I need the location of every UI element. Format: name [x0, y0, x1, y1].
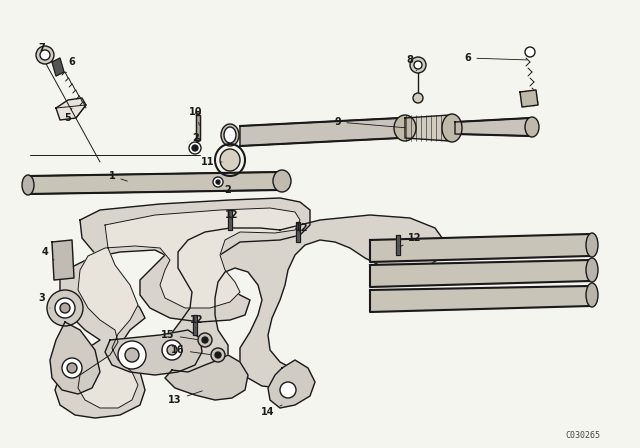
- Polygon shape: [396, 235, 400, 255]
- Text: 14: 14: [261, 405, 282, 417]
- Circle shape: [162, 340, 182, 360]
- Polygon shape: [165, 215, 445, 388]
- Polygon shape: [455, 118, 530, 136]
- Polygon shape: [52, 240, 74, 280]
- Ellipse shape: [22, 175, 34, 195]
- Ellipse shape: [394, 115, 416, 141]
- Circle shape: [280, 382, 296, 398]
- Text: 12: 12: [225, 210, 239, 220]
- Circle shape: [36, 46, 54, 64]
- Ellipse shape: [220, 149, 240, 171]
- Text: 13: 13: [168, 391, 202, 405]
- Polygon shape: [193, 315, 197, 335]
- Circle shape: [167, 345, 177, 355]
- Text: 9: 9: [335, 117, 405, 128]
- Circle shape: [118, 341, 146, 369]
- Text: 2: 2: [218, 184, 232, 195]
- Text: 10: 10: [189, 107, 203, 125]
- Polygon shape: [520, 90, 538, 107]
- Text: 6: 6: [465, 53, 527, 63]
- Polygon shape: [55, 198, 310, 418]
- Circle shape: [198, 333, 212, 347]
- Circle shape: [202, 337, 208, 343]
- Polygon shape: [370, 286, 590, 312]
- Circle shape: [55, 298, 75, 318]
- Text: 4: 4: [42, 247, 54, 260]
- Text: 8: 8: [406, 55, 417, 71]
- Polygon shape: [268, 360, 315, 408]
- Ellipse shape: [196, 112, 200, 115]
- Ellipse shape: [525, 117, 539, 137]
- Polygon shape: [28, 172, 280, 194]
- Text: 2: 2: [193, 133, 200, 148]
- Circle shape: [47, 290, 83, 326]
- Ellipse shape: [273, 170, 291, 192]
- Circle shape: [216, 180, 220, 184]
- Polygon shape: [52, 58, 64, 76]
- Text: 15: 15: [161, 330, 197, 340]
- Polygon shape: [165, 355, 248, 400]
- Polygon shape: [296, 222, 300, 242]
- Text: 1: 1: [109, 171, 127, 181]
- Circle shape: [192, 145, 198, 151]
- Circle shape: [213, 177, 223, 187]
- Polygon shape: [78, 208, 300, 408]
- Circle shape: [40, 50, 50, 60]
- Polygon shape: [228, 210, 232, 230]
- Text: 11: 11: [201, 157, 222, 167]
- Polygon shape: [370, 234, 590, 262]
- Circle shape: [189, 142, 201, 154]
- Polygon shape: [240, 118, 400, 146]
- Text: 12: 12: [190, 315, 204, 328]
- Text: 12: 12: [295, 223, 308, 233]
- Polygon shape: [405, 115, 450, 141]
- Ellipse shape: [586, 233, 598, 257]
- Polygon shape: [196, 115, 200, 140]
- Text: 16: 16: [172, 345, 211, 355]
- Text: 5: 5: [65, 108, 72, 123]
- Circle shape: [410, 57, 426, 73]
- Text: 7: 7: [38, 43, 45, 53]
- Ellipse shape: [586, 283, 598, 307]
- Circle shape: [67, 363, 77, 373]
- Circle shape: [525, 47, 535, 57]
- Ellipse shape: [586, 258, 598, 282]
- Text: 6: 6: [67, 57, 76, 73]
- Circle shape: [215, 352, 221, 358]
- Text: C030265: C030265: [565, 431, 600, 439]
- Circle shape: [413, 93, 423, 103]
- Ellipse shape: [442, 114, 462, 142]
- Circle shape: [211, 348, 225, 362]
- Ellipse shape: [196, 138, 200, 142]
- Polygon shape: [105, 330, 202, 375]
- Polygon shape: [56, 98, 86, 120]
- Ellipse shape: [221, 124, 239, 146]
- Circle shape: [125, 348, 139, 362]
- Ellipse shape: [224, 127, 236, 143]
- Polygon shape: [370, 260, 590, 287]
- Text: 3: 3: [38, 293, 50, 308]
- Polygon shape: [50, 322, 100, 394]
- Circle shape: [62, 358, 82, 378]
- Circle shape: [60, 303, 70, 313]
- Text: 12: 12: [401, 233, 422, 246]
- Circle shape: [414, 61, 422, 69]
